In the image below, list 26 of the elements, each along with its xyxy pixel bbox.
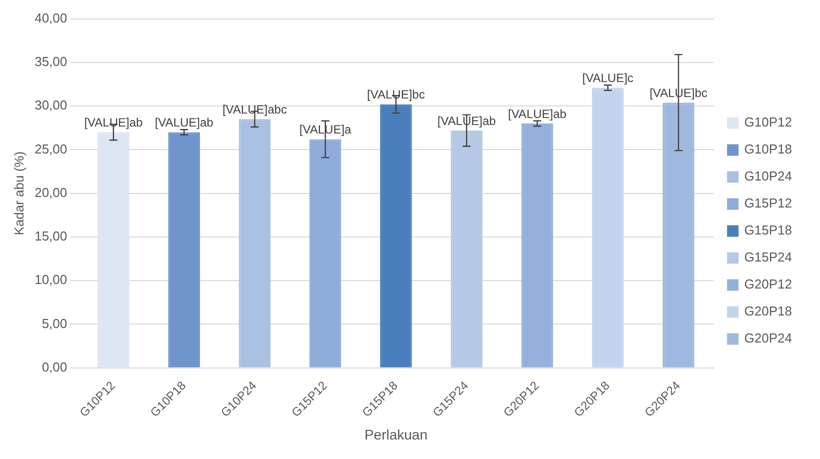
data-label: [VALUE]c: [582, 71, 634, 86]
data-label: [VALUE]ab: [154, 116, 214, 130]
y-tick-label: 5,00: [42, 316, 68, 331]
data-label: [VALUE]abc: [222, 102, 287, 116]
y-tick-label: 35,00: [34, 54, 68, 70]
y-tick-label: 30,00: [34, 98, 68, 113]
y-tick-label: 25,00: [34, 141, 68, 156]
legend-label: G15P18: [744, 222, 792, 238]
x-axis-title: Perlakuan: [364, 426, 428, 442]
y-tick-label: 0,00: [42, 359, 68, 374]
y-tick-label: 10,00: [34, 272, 68, 288]
legend-label: G15P12: [744, 196, 792, 211]
data-label: [VALUE]bc: [367, 88, 425, 102]
y-tick-label: 15,00: [34, 228, 68, 244]
y-tick-label: 20,00: [34, 184, 68, 200]
legend-label: G10P12: [744, 114, 792, 130]
legend-label: G20P12: [744, 276, 792, 292]
legend-label: G10P18: [744, 142, 792, 157]
legend-label: G15P24: [744, 250, 792, 265]
y-tick-label: 40,00: [34, 10, 68, 26]
data-label: [VALUE]ab: [84, 116, 144, 130]
data-label: [VALUE]ab: [508, 106, 567, 121]
legend-label: G20P24: [744, 330, 792, 346]
y-axis-title: Kadar abu (%): [11, 151, 26, 236]
legend-label: G10P24: [744, 168, 792, 184]
legend-label: G20P18: [744, 304, 792, 319]
